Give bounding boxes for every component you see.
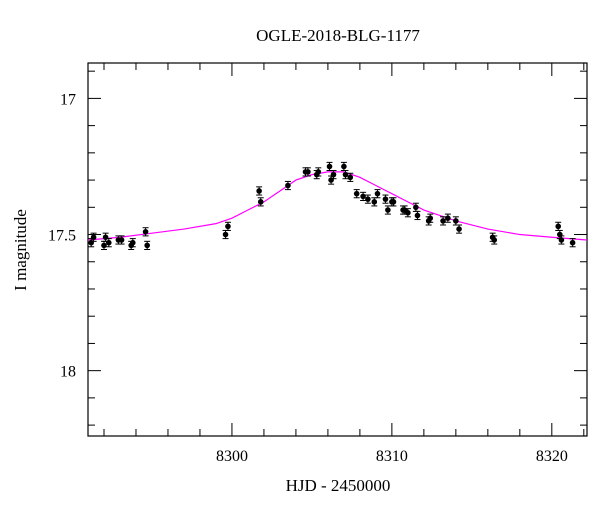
- data-marker: [365, 196, 371, 202]
- data-point: [452, 216, 459, 226]
- data-marker: [256, 188, 262, 194]
- data-point: [256, 186, 263, 196]
- data-point: [347, 172, 354, 182]
- data-point: [222, 229, 229, 240]
- data-marker: [390, 199, 397, 205]
- model-curve: [87, 171, 588, 241]
- data-point: [284, 180, 291, 191]
- data-marker: [118, 237, 125, 243]
- data-marker: [305, 169, 311, 175]
- axis-ticks: [88, 63, 587, 436]
- chart-title: OGLE-2018-BLG-1177: [256, 26, 420, 45]
- x-tick-label: 8300: [216, 448, 248, 465]
- data-marker: [315, 169, 322, 175]
- data-point: [257, 197, 264, 207]
- data-points: [88, 161, 576, 250]
- model-line: [87, 171, 588, 241]
- data-point: [224, 221, 231, 231]
- data-marker: [342, 171, 349, 178]
- data-marker: [491, 237, 498, 243]
- x-axis-label: HJD - 2450000: [286, 476, 391, 495]
- data-marker: [144, 242, 150, 249]
- data-marker: [257, 199, 264, 205]
- data-marker: [382, 196, 389, 202]
- data-marker: [330, 171, 337, 178]
- data-point: [304, 167, 311, 177]
- data-point: [371, 197, 378, 207]
- data-marker: [445, 215, 451, 221]
- data-point: [440, 216, 447, 226]
- data-point: [414, 210, 421, 221]
- data-point: [142, 227, 149, 237]
- data-point: [326, 161, 333, 172]
- data-marker: [440, 218, 446, 224]
- y-axis-label: I magnitude: [11, 209, 30, 291]
- data-point: [342, 170, 349, 180]
- data-marker: [555, 223, 562, 230]
- data-marker: [129, 239, 136, 246]
- data-marker: [558, 237, 565, 243]
- data-point: [569, 238, 576, 248]
- data-marker: [405, 209, 411, 216]
- data-point: [129, 238, 136, 248]
- data-point: [90, 232, 97, 242]
- data-point: [558, 235, 565, 245]
- data-point: [456, 224, 463, 234]
- data-point: [144, 240, 151, 250]
- data-marker: [353, 190, 360, 197]
- data-point: [118, 235, 125, 245]
- axis-tick-labels: 8300 8310 8320 17 17.5 18: [48, 91, 568, 465]
- data-marker: [456, 226, 462, 232]
- data-point: [384, 205, 391, 215]
- data-marker: [360, 193, 366, 200]
- data-point: [555, 221, 562, 231]
- data-marker: [374, 190, 381, 197]
- data-marker: [413, 204, 419, 211]
- y-tick-label: 18: [60, 364, 76, 381]
- plot-frame: [87, 62, 588, 437]
- data-point: [491, 235, 498, 245]
- data-marker: [326, 163, 333, 170]
- data-marker: [90, 234, 97, 241]
- data-marker: [371, 199, 378, 205]
- data-point: [105, 238, 112, 248]
- data-marker: [385, 207, 391, 213]
- data-marker: [222, 231, 229, 238]
- data-point: [390, 197, 397, 207]
- data-point: [315, 167, 322, 177]
- y-tick-label: 17.5: [48, 228, 76, 245]
- data-marker: [101, 242, 107, 249]
- data-marker: [427, 215, 434, 221]
- y-tick-label: 17: [60, 91, 76, 108]
- data-point: [444, 213, 451, 223]
- data-point: [404, 208, 411, 218]
- data-point: [364, 194, 371, 204]
- data-point: [340, 161, 347, 172]
- data-point: [360, 191, 367, 201]
- data-point: [374, 189, 381, 199]
- data-marker: [569, 239, 576, 246]
- data-point: [102, 232, 109, 242]
- data-marker: [225, 223, 231, 230]
- data-marker: [285, 182, 291, 189]
- x-tick-label: 8310: [376, 448, 408, 465]
- data-marker: [105, 239, 112, 246]
- data-point: [330, 170, 337, 180]
- data-marker: [453, 218, 459, 224]
- x-tick-label: 8320: [536, 448, 568, 465]
- data-point: [353, 189, 360, 199]
- data-point: [427, 213, 434, 223]
- data-marker: [102, 234, 109, 241]
- data-marker: [347, 174, 354, 181]
- data-point: [382, 194, 389, 204]
- data-marker: [341, 163, 347, 170]
- data-marker: [414, 212, 421, 219]
- data-marker: [142, 229, 149, 235]
